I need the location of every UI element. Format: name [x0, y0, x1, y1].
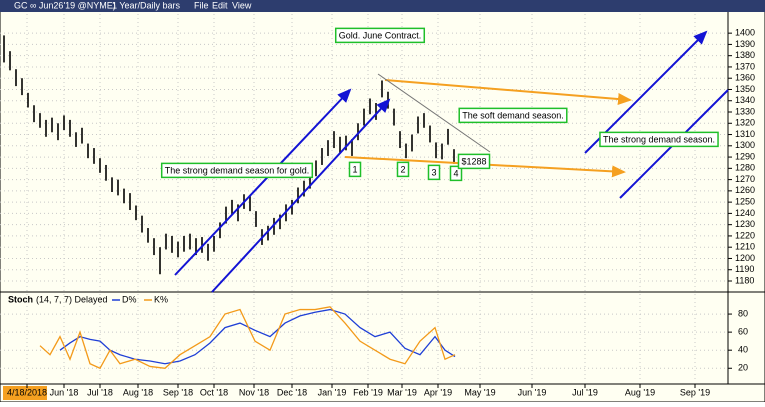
x-tick-label: Aug '18 — [123, 387, 153, 397]
x-tick-label: Jan '19 — [318, 387, 347, 397]
x-tick-label: Apr '19 — [424, 387, 452, 397]
y-tick-label: 1210 — [735, 242, 755, 252]
stoch-line — [39, 306, 456, 370]
y-tick-label: 1360 — [735, 73, 755, 83]
annotation-box — [334, 27, 426, 44]
y-tick-label: 1240 — [735, 208, 755, 218]
x-tick-label: Aug '19 — [625, 387, 655, 397]
annotation-text: 1 — [352, 164, 357, 174]
y-tick-label: 1270 — [735, 174, 755, 184]
y-tick-label: 1260 — [735, 185, 755, 195]
annotation-box — [457, 153, 491, 170]
y-tick-label: 1280 — [735, 163, 755, 173]
triangle-line — [377, 73, 491, 153]
stoch-panel — [39, 306, 456, 370]
y-tick-label: 1340 — [735, 95, 755, 105]
x-tick-label: Jul '19 — [572, 387, 598, 397]
menu-item[interactable]: Edit — [212, 0, 228, 10]
grid — [0, 14, 728, 380]
annotation: 2 — [396, 161, 410, 178]
annotation: Gold. June Contract. — [334, 27, 426, 44]
legend-label: D% — [122, 294, 137, 304]
x-tick-label: Jun '19 — [518, 387, 547, 397]
y-tick-label: 1300 — [735, 140, 755, 150]
y-tick-label: 1310 — [735, 129, 755, 139]
x-tick-label: Nov '18 — [239, 387, 269, 397]
menu-item[interactable]: File — [194, 0, 209, 10]
annotation-text: $1288 — [461, 156, 486, 166]
annotation-box — [396, 161, 410, 178]
annotation: 1 — [348, 161, 362, 178]
date-highlight — [3, 386, 47, 400]
annotation-box — [160, 162, 314, 179]
y-tick-label: 80 — [738, 308, 748, 318]
y-tick-label: 1370 — [735, 61, 755, 71]
channel-line — [174, 88, 352, 276]
y-tick-label: 1200 — [735, 253, 755, 263]
x-tick-label: Sep '19 — [680, 387, 710, 397]
annotation-text: The strong demand season for gold. — [165, 165, 310, 175]
annotation-box — [599, 131, 719, 148]
y-tick-label: 1390 — [735, 39, 755, 49]
annotation: The soft demand season. — [458, 107, 568, 124]
annotation-text: 4 — [453, 168, 458, 178]
y-tick-label: 1290 — [735, 151, 755, 161]
annotation-text: 2 — [400, 164, 405, 174]
x-tick-label: Jun '18 — [50, 387, 79, 397]
x-tick-label: Jul '18 — [87, 387, 113, 397]
y-tick-label: 1400 — [735, 28, 755, 38]
y-tick-label: 60 — [738, 327, 748, 337]
legend-title: Stoch — [8, 294, 33, 304]
y-tick-label: 1380 — [735, 50, 755, 60]
annotation-box — [458, 107, 568, 124]
y-tick-label: 1220 — [735, 230, 755, 240]
resistance-line — [384, 79, 632, 106]
period: 1 Year/Daily bars — [112, 0, 181, 10]
y-tick-label: 1190 — [735, 264, 754, 274]
legend-label: K% — [154, 294, 168, 304]
annotation-box — [427, 164, 441, 181]
x-tick-label: Sep '18 — [163, 387, 193, 397]
x-tick-label: Dec '18 — [277, 387, 307, 397]
y-tick-label: 1230 — [735, 219, 755, 229]
x-tick-label: Feb '19 — [353, 387, 383, 397]
annotation-box — [449, 165, 463, 182]
annotation-text: Gold. June Contract. — [339, 30, 422, 40]
annotation: The strong demand season for gold. — [160, 162, 314, 179]
annotation: The strong demand season. — [599, 131, 719, 148]
annotations: Gold. June Contract. The strong demand se… — [160, 27, 719, 182]
symbol: GC ∞ Jun26'19 @NYME) — [14, 0, 116, 10]
annotation: 4 — [449, 165, 463, 182]
annotation-text: The strong demand season. — [603, 134, 715, 144]
y-tick-label: 1180 — [735, 275, 754, 285]
toolbar — [0, 0, 765, 12]
y-tick-label: 1250 — [735, 197, 755, 207]
x-tick-label: 4/18/2018 — [7, 387, 47, 397]
legend-subtitle: (14, 7, 7) Delayed — [36, 294, 108, 304]
channel-line — [211, 98, 391, 293]
y-tick-label: 20 — [738, 363, 748, 373]
y-tick-label: 1320 — [735, 118, 755, 128]
annotation: 3 — [427, 164, 441, 181]
x-tick-label: Oct '18 — [200, 387, 228, 397]
y-tick-label: 40 — [738, 345, 748, 355]
x-tick-label: Mar '19 — [387, 387, 417, 397]
annotation-box — [348, 161, 362, 178]
menu-item[interactable]: View — [232, 0, 252, 10]
annotation-text: The soft demand season. — [462, 110, 564, 120]
y-tick-label: 1350 — [735, 84, 755, 94]
annotation-text: 3 — [431, 167, 436, 177]
price-bars — [3, 35, 455, 275]
annotation: $1288 — [457, 153, 491, 170]
x-tick-label: May '19 — [464, 387, 495, 397]
y-tick-label: 1330 — [735, 106, 755, 116]
